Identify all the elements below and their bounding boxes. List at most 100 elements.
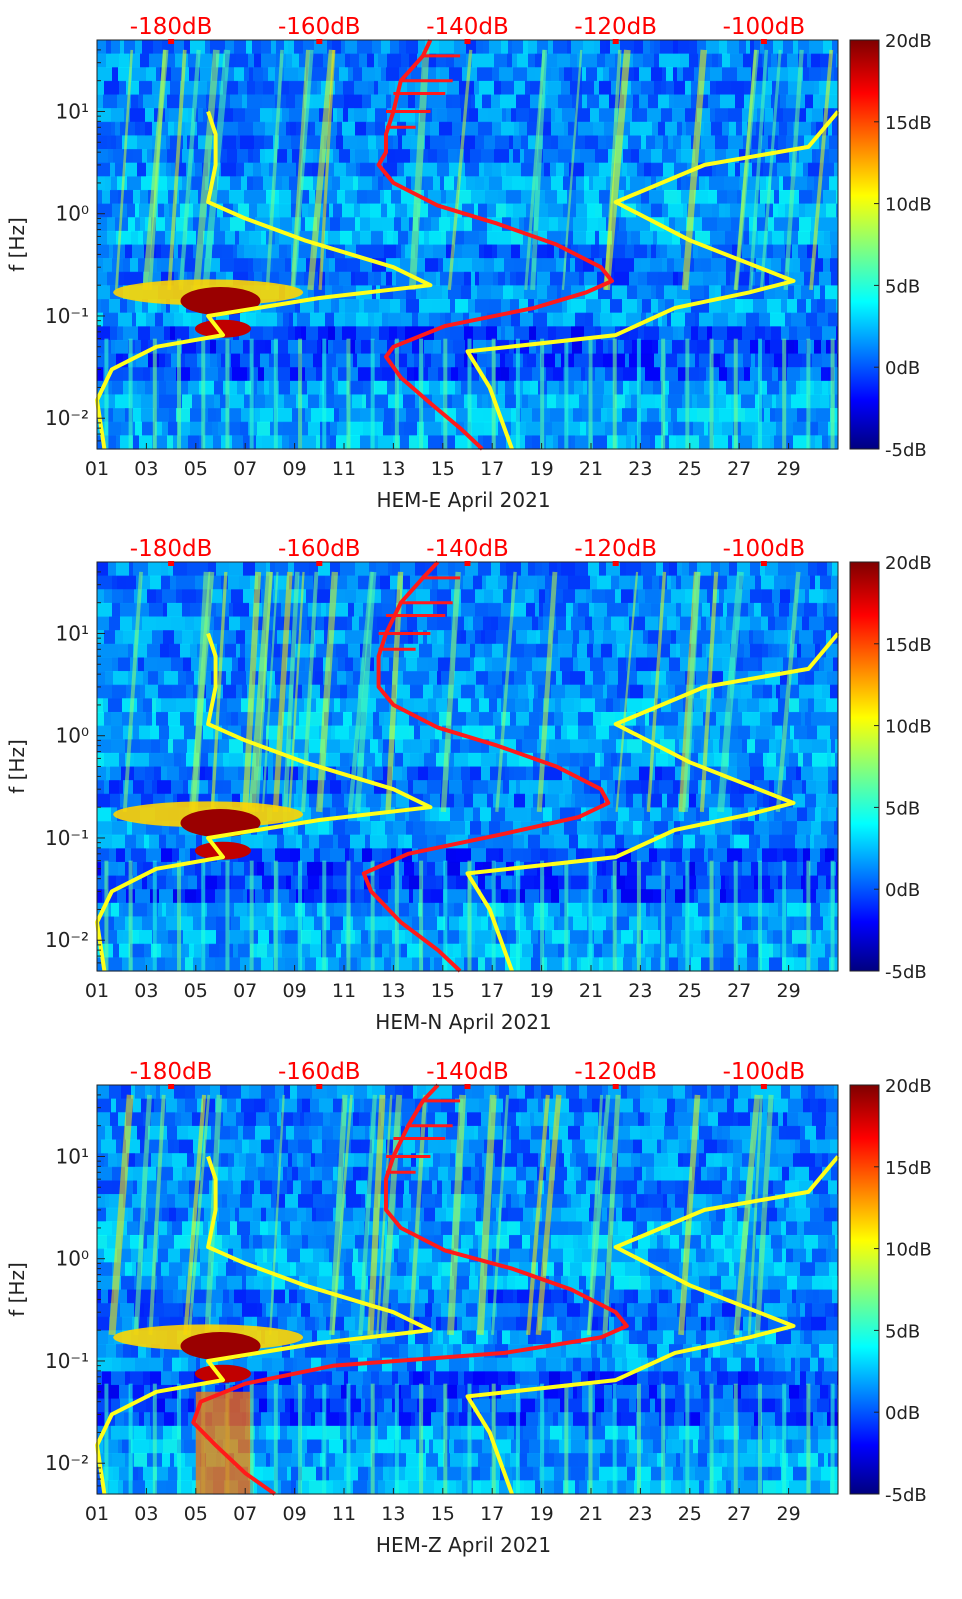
top-db-tick-label: -100dB [723, 14, 806, 40]
x-tick-label: 03 [134, 1503, 158, 1525]
top-db-tick [316, 39, 323, 44]
x-tick-label: 01 [85, 980, 109, 1002]
y-tick-label: 10⁰ [56, 1247, 89, 1271]
x-tick-label: 15 [431, 980, 455, 1002]
top-db-tick-label: -100dB [723, 1059, 806, 1085]
top-db-tick [612, 1084, 619, 1089]
x-tick-label: 07 [233, 980, 257, 1002]
panel-3: 01 03 05 07 09 11 13 15 17 19 21 23 25 27 29 HEM-Z Apri… [5, 1059, 932, 1557]
top-db-tick [760, 561, 767, 566]
x-tick-label: 13 [381, 458, 405, 480]
x-tick-label: 09 [283, 980, 307, 1002]
x-tick-label: 27 [727, 458, 751, 480]
x-tick-label: 27 [727, 1503, 751, 1525]
top-db-tick [464, 39, 471, 44]
colorbar-tick-label: 0dB [885, 358, 920, 379]
spectrogram-image [97, 40, 838, 450]
x-tick-label: 07 [233, 458, 257, 480]
colorbar-tick-label: -5dB [885, 962, 927, 983]
top-db-tick [612, 39, 619, 44]
colorbar-tick-label: 5dB [885, 1321, 920, 1342]
colorbar: 20dB 15dB 10dB 5dB 0dB -5dB [849, 1076, 932, 1506]
y-tick-label: 10¹ [56, 621, 89, 645]
x-axis-label: HEM-E April 2021 [376, 488, 550, 512]
panel-3-series-2 [95, 1155, 433, 1495]
colorbar-tick-label: 5dB [885, 276, 920, 297]
colorbar: 20dB 15dB 10dB 5dB 0dB -5dB [849, 553, 932, 983]
panel-2-series-1 [361, 560, 611, 973]
x-tick-label: 05 [184, 1503, 208, 1525]
x-tick-label: 05 [184, 980, 208, 1002]
colorbar-tick-label: 15dB [885, 113, 932, 134]
top-db-tick-label: -140dB [426, 536, 509, 562]
top-db-tick [760, 1084, 767, 1089]
top-db-tick [612, 561, 619, 566]
colorbar-tick-label: 15dB [885, 635, 932, 656]
x-tick-label: 29 [777, 1503, 801, 1525]
panel-1-series-1 [376, 39, 614, 451]
x-axis-label: HEM-Z April 2021 [376, 1533, 551, 1557]
colorbar: 20dB 15dB 10dB 5dB 0dB -5dB [849, 31, 932, 461]
top-db-tick [464, 1084, 471, 1089]
x-tick-label: 03 [134, 980, 158, 1002]
top-db-tick-label: -160dB [278, 536, 361, 562]
top-db-tick [168, 1084, 175, 1089]
colorbar-tick-label: 10dB [885, 195, 932, 216]
x-tick-label: 19 [530, 980, 554, 1002]
x-tick-label: 19 [530, 458, 554, 480]
x-tick-label: 17 [480, 1503, 504, 1525]
panel-1: 01 03 05 07 09 11 13 15 17 19 21 23 25 27 29 HEM-E Apri… [5, 14, 932, 512]
x-tick-label: 01 [85, 458, 109, 480]
x-tick-label: 01 [85, 1503, 109, 1525]
top-db-tick [760, 39, 767, 44]
panel-2-series-2 [95, 632, 433, 972]
y-tick-label: 10⁻² [45, 406, 89, 430]
top-db-tick [316, 561, 323, 566]
top-db-tick-label: -120dB [574, 536, 657, 562]
x-tick-label: 27 [727, 980, 751, 1002]
colorbar-tick-label: -5dB [885, 1485, 927, 1506]
colorbar-tick-label: 20dB [885, 553, 932, 574]
x-tick-label: 09 [283, 1503, 307, 1525]
panel-3-series-1 [191, 1083, 629, 1496]
y-tick-label: 10⁰ [56, 724, 89, 748]
colorbar-tick-label: 0dB [885, 880, 920, 901]
x-tick-label: 13 [381, 980, 405, 1002]
x-tick-label: 21 [579, 1503, 603, 1525]
colorbar-tick-label: 10dB [885, 1240, 932, 1261]
colorbar-tick-label: 0dB [885, 1403, 920, 1424]
x-tick-label: 29 [777, 458, 801, 480]
y-tick-label: 10⁻¹ [45, 1349, 89, 1373]
x-tick-label: 09 [283, 458, 307, 480]
colorbar-tick-label: 20dB [885, 1076, 932, 1097]
x-tick-label: 17 [480, 980, 504, 1002]
y-tick-label: 10⁻² [45, 928, 89, 952]
x-tick-label: 03 [134, 458, 158, 480]
spectrogram-image [97, 562, 838, 972]
top-db-tick-label: -140dB [426, 1059, 509, 1085]
colorbar-tick-label: 20dB [885, 31, 932, 52]
y-tick-label: 10¹ [56, 1144, 89, 1168]
y-axis-label: f [Hz] [5, 1262, 29, 1317]
x-tick-label: 23 [628, 1503, 652, 1525]
colorbar-tick-label: -5dB [885, 440, 927, 461]
top-db-tick-label: -180dB [130, 14, 213, 40]
colorbar-tick-label: 10dB [885, 717, 932, 738]
colorbar-tick-label: 15dB [885, 1158, 932, 1179]
spectrogram-image [97, 1085, 838, 1495]
x-tick-label: 05 [184, 458, 208, 480]
x-tick-label: 15 [431, 1503, 455, 1525]
panel-2-series-3 [465, 632, 840, 972]
x-tick-label: 13 [381, 1503, 405, 1525]
x-tick-label: 11 [332, 458, 356, 480]
panel-1-series-2 [95, 110, 433, 450]
x-tick-label: 19 [530, 1503, 554, 1525]
y-tick-label: 10⁻¹ [45, 304, 89, 328]
x-tick-label: 29 [777, 980, 801, 1002]
colorbar-tick-label: 5dB [885, 798, 920, 819]
x-tick-label: 21 [579, 980, 603, 1002]
top-db-tick-label: -160dB [278, 1059, 361, 1085]
top-db-tick [168, 39, 175, 44]
y-axis-label: f [Hz] [5, 739, 29, 794]
